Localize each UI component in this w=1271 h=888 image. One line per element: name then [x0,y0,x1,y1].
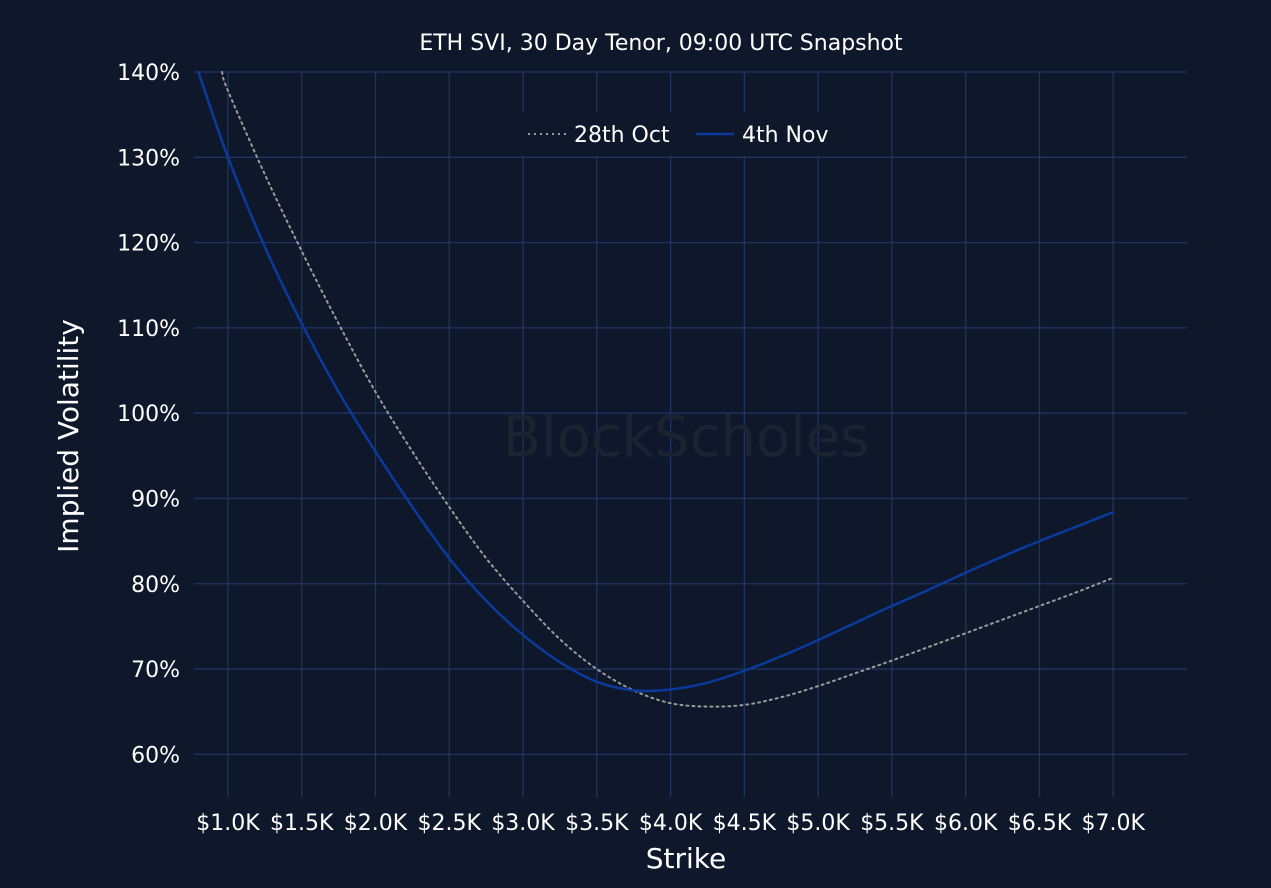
x-tick-label: $1.5K [270,811,334,836]
y-tick-label: 140% [117,61,180,86]
x-tick-label: $6.5K [1008,811,1072,836]
legend: 28th Oct 4th Nov [520,112,850,156]
x-tick-label: $7.0K [1082,811,1146,836]
y-tick-label: 80% [131,573,180,598]
grid [194,71,1187,797]
x-tick-label: $4.5K [713,811,777,836]
x-axis-title: Strike [646,842,727,875]
y-tick-label: 90% [131,487,180,512]
x-tick-label: $6.0K [934,811,998,836]
series-layer [197,70,1115,708]
x-axis-ticks: $1.0K $1.5K $2.0K $2.5K $3.0K $3.5K $4.0K $4.5K… [196,811,1145,836]
x-tick-label: $2.5K [418,811,482,836]
x-tick-label: $3.0K [491,811,555,836]
x-tick-label: $5.5K [860,811,924,836]
x-tick-label: $2.0K [344,811,408,836]
x-tick-label: $4.0K [639,811,703,836]
legend-background [520,112,850,156]
y-tick-label: 120% [117,232,180,257]
y-tick-label: 130% [117,146,180,171]
y-tick-label: 60% [131,743,180,768]
series-line-4th-nov [197,70,1115,693]
y-tick-label: 100% [117,402,180,427]
series-line-28th-oct [221,71,1115,708]
chart-title: ETH SVI, 30 Day Tenor, 09:00 UTC Snapsho… [419,31,903,56]
x-tick-label: $3.5K [565,811,629,836]
y-axis-title: Implied Volatility [52,319,85,553]
y-axis-ticks: 60% 70% 80% 90% 100% 110% 120% 130% 140% [117,61,180,768]
legend-label-28th-oct: 28th Oct [574,123,670,148]
y-tick-label: 110% [117,317,180,342]
watermark: BlockScholes [503,405,870,470]
y-tick-label: 70% [131,658,180,683]
legend-label-4th-nov: 4th Nov [742,123,829,148]
x-tick-label: $5.0K [786,811,850,836]
x-tick-label: $1.0K [196,811,260,836]
